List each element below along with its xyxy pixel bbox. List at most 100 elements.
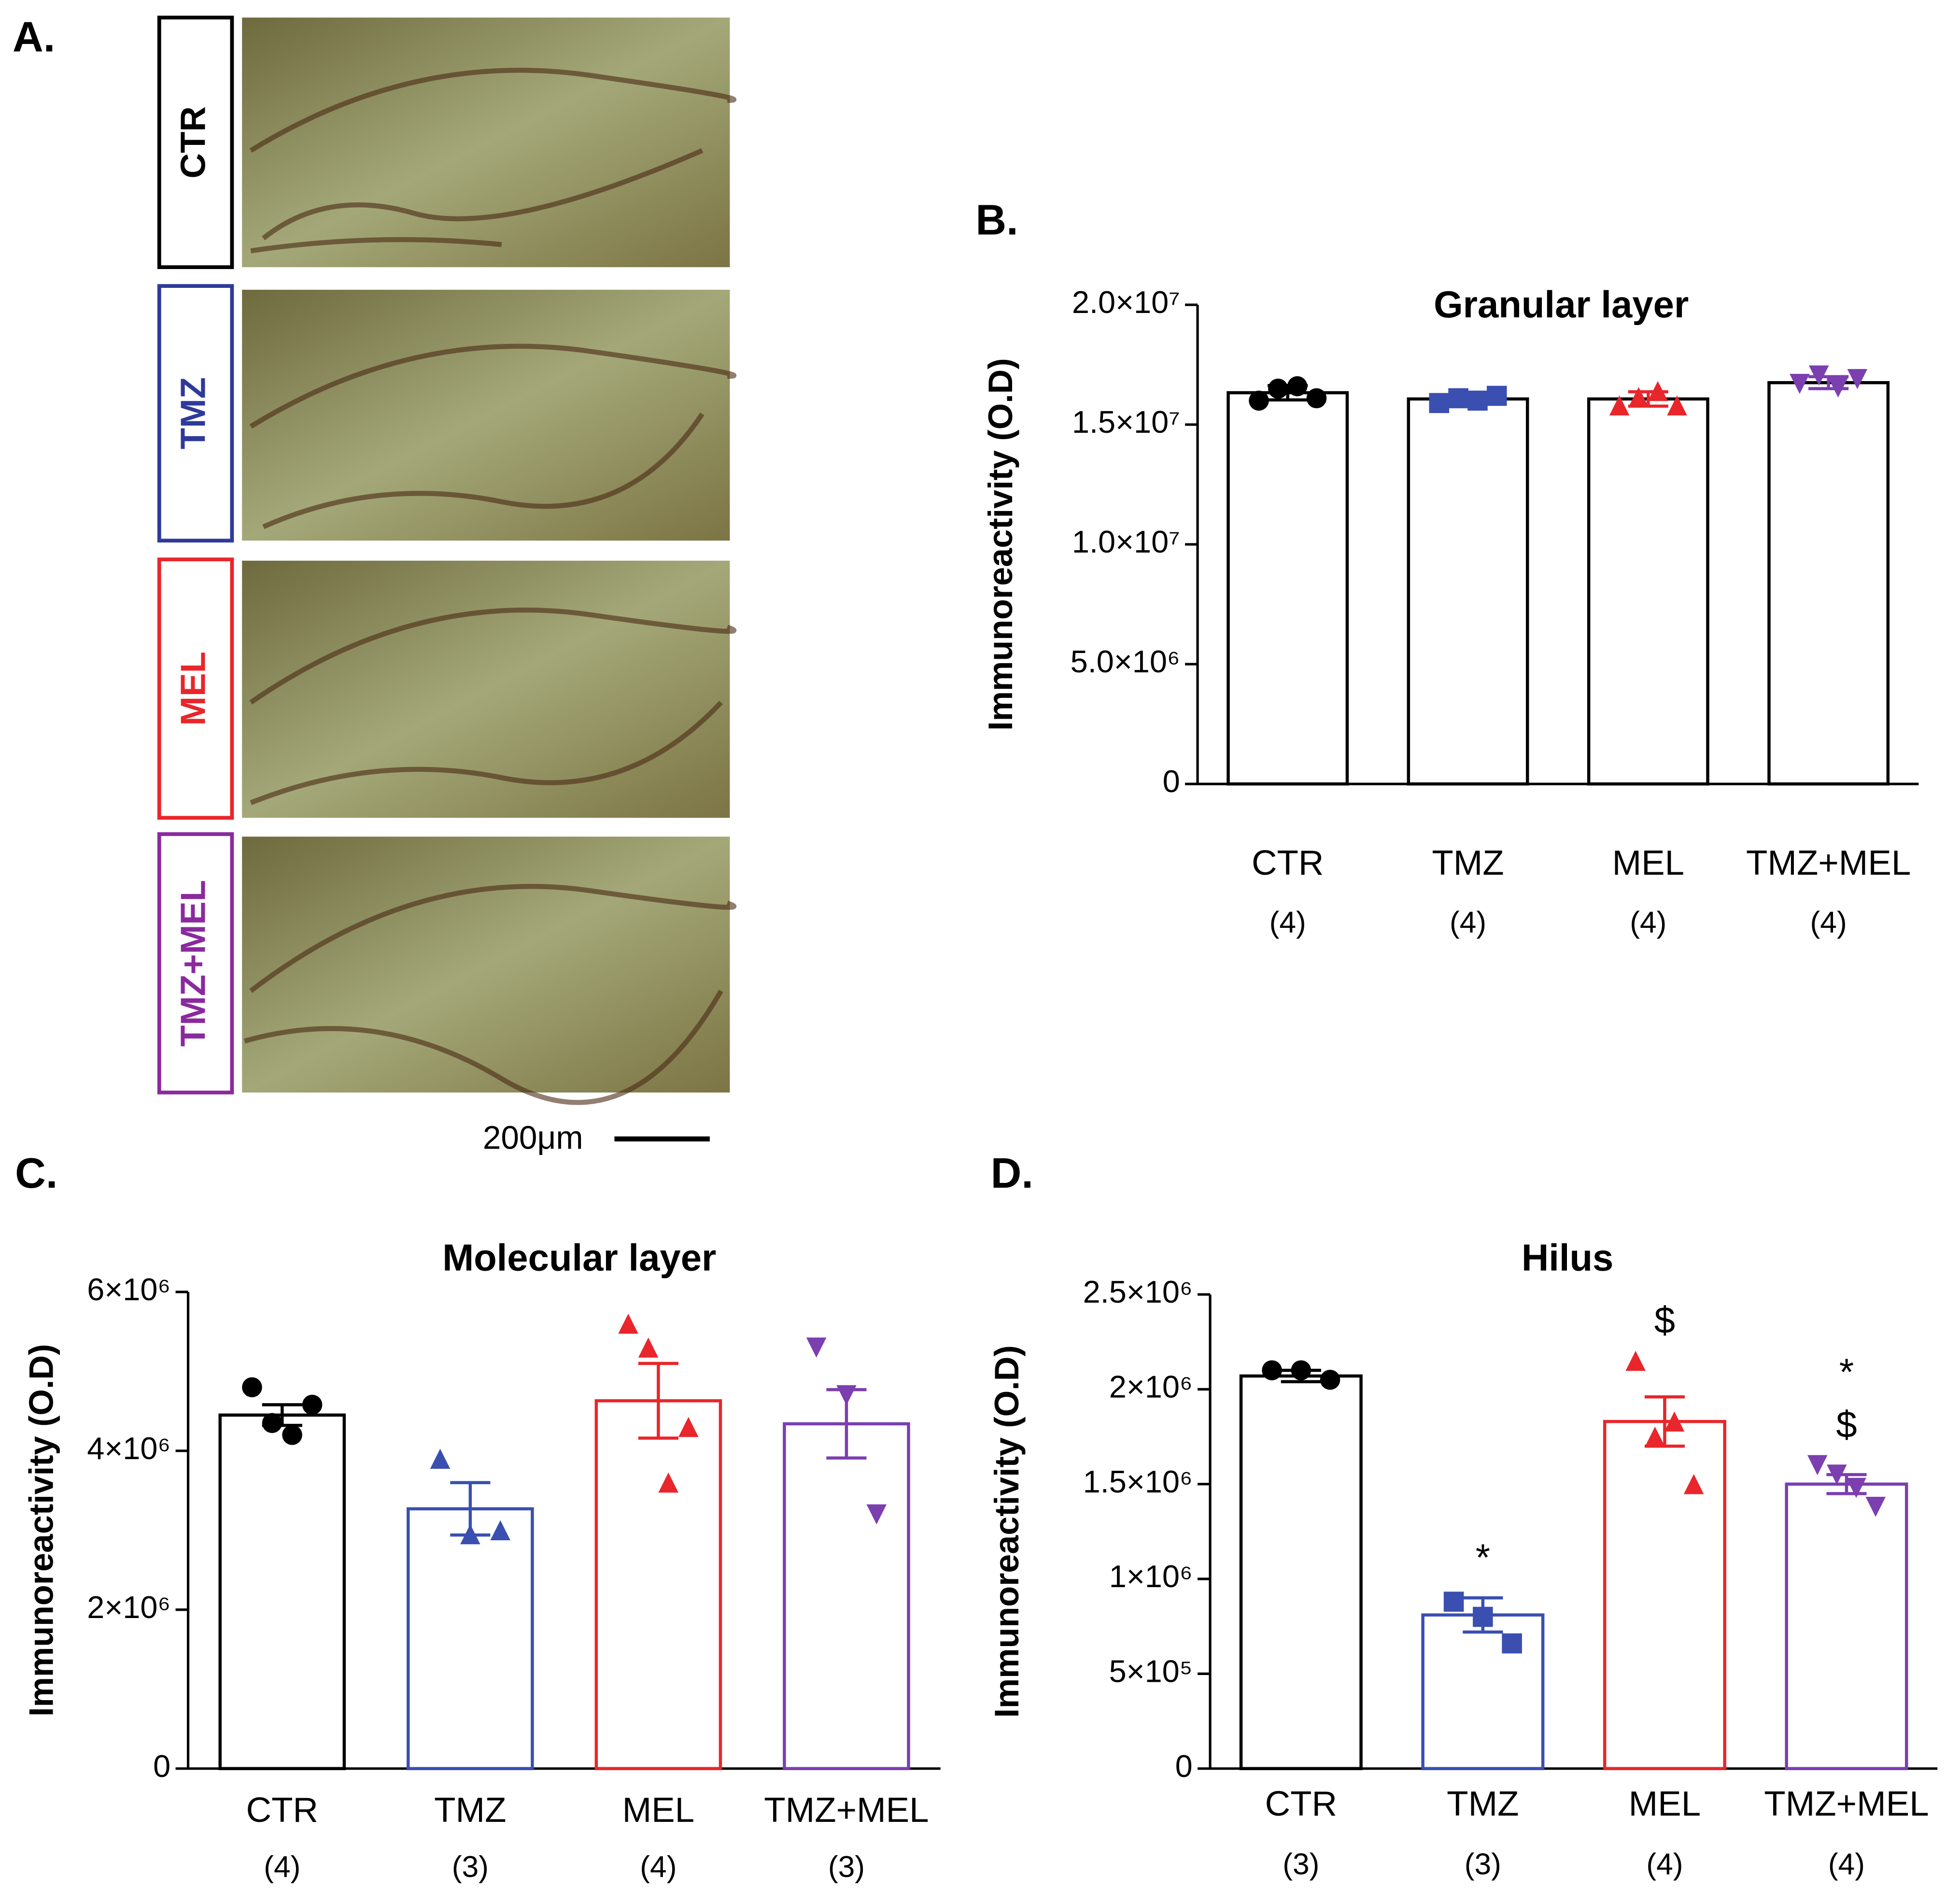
bar <box>1227 391 1349 786</box>
significance-mark: * <box>1476 1536 1490 1578</box>
data-point <box>1467 390 1488 411</box>
data-point <box>1846 1477 1866 1498</box>
data-point <box>1486 385 1507 406</box>
data-point <box>618 1313 638 1334</box>
bar <box>1239 1374 1363 1770</box>
micrograph-panel: 200μm <box>242 17 736 1156</box>
group-label: TMZ <box>173 377 212 449</box>
data-point <box>1291 1360 1311 1380</box>
data-point <box>806 1337 827 1358</box>
n-label: (4) <box>1828 1848 1865 1881</box>
x-tick-label: TMZ+MEL <box>1764 1784 1929 1823</box>
group-label-box <box>157 832 234 1094</box>
data-point <box>1429 393 1450 413</box>
y-axis-label: Immunoreactivity (O.D) <box>988 1345 1026 1718</box>
data-point <box>1268 378 1288 399</box>
data-point <box>490 1520 510 1541</box>
y-tick-label: 5.0×10⁶ <box>1071 644 1180 679</box>
data-point <box>460 1524 480 1545</box>
data-point <box>1262 1360 1282 1380</box>
data-point <box>638 1337 659 1358</box>
data-point <box>836 1385 857 1406</box>
data-point <box>1790 373 1810 394</box>
y-tick-label: 2.5×10⁶ <box>1083 1274 1193 1309</box>
chart-title: Hilus <box>1522 1236 1613 1279</box>
bar <box>1785 1482 1908 1770</box>
n-label: (4) <box>1269 906 1306 939</box>
data-point <box>1648 381 1668 401</box>
chart: Granular layer Immunoreactivity (O.D) 0 5.0… <box>982 283 1919 939</box>
bar <box>218 1413 346 1770</box>
y-tick-label: 6×10⁶ <box>87 1272 170 1307</box>
x-tick-label: MEL <box>622 1790 695 1830</box>
significance-mark: $ <box>1836 1403 1857 1446</box>
x-tick-label: TMZ+MEL <box>1746 843 1911 882</box>
data-point <box>1609 395 1630 416</box>
panel-label: B. <box>975 196 1018 244</box>
data-point <box>430 1449 451 1469</box>
data-point <box>658 1472 678 1493</box>
panel-label: D. <box>991 1149 1033 1197</box>
y-tick-label: 1.5×10⁷ <box>1072 404 1180 440</box>
data-point <box>1645 1426 1665 1447</box>
data-point <box>1502 1633 1522 1654</box>
data-point <box>1865 1497 1886 1517</box>
data-point <box>678 1417 699 1437</box>
data-point <box>1807 1455 1828 1476</box>
y-tick-label: 1.5×10⁶ <box>1083 1464 1193 1499</box>
chart: Hilus Immunoreactivity (O.D) 0 5×10⁵ 1×10⁶ 1.… <box>988 1236 1938 1881</box>
micrograph <box>242 837 730 1093</box>
bar <box>594 1399 722 1770</box>
bar <box>1587 397 1709 786</box>
data-point <box>1828 377 1848 398</box>
x-tick-label: TMZ <box>1432 843 1504 882</box>
n-label: (3) <box>1283 1848 1319 1881</box>
bar <box>1421 1613 1545 1770</box>
x-tick-label: TMZ <box>1447 1784 1519 1823</box>
group-label: MEL <box>173 652 212 725</box>
micrograph <box>242 289 730 541</box>
micrograph <box>242 17 730 268</box>
y-tick-label: 2×10⁶ <box>1109 1369 1193 1405</box>
data-point <box>1320 1369 1340 1390</box>
tissue-layer <box>249 343 736 529</box>
n-label: (4) <box>1810 906 1847 939</box>
n-label: (4) <box>1630 906 1666 939</box>
bar <box>1767 381 1890 786</box>
data-point <box>1664 1411 1685 1432</box>
data-point <box>1808 365 1829 386</box>
n-label: (4) <box>1450 906 1486 939</box>
n-label: (4) <box>264 1850 300 1884</box>
data-point <box>1683 1474 1704 1494</box>
group-label: CTR <box>173 106 212 178</box>
bar <box>407 1507 534 1770</box>
data-point <box>242 1377 262 1397</box>
x-tick-label: MEL <box>1629 1784 1701 1823</box>
x-tick-label: TMZ <box>434 1790 506 1830</box>
y-tick-label: 0 <box>1175 1748 1193 1784</box>
chart-title: Granular layer <box>1434 283 1689 326</box>
x-tick-label: CTR <box>1265 1784 1337 1823</box>
tissue-layer <box>243 884 736 1105</box>
chart: Molecular layer Immunoreactivity (O.D) 0 2×… <box>22 1236 941 1884</box>
group-label-box <box>157 557 234 820</box>
data-point <box>1473 1606 1493 1627</box>
tissue-layer <box>249 68 736 254</box>
chart-title: Molecular layer <box>442 1236 716 1279</box>
x-tick-label: TMZ+MEL <box>764 1790 929 1830</box>
bar <box>783 1422 910 1770</box>
x-tick-label: CTR <box>1252 843 1324 882</box>
y-axis-label: Immunoreactivity (O.D) <box>22 1344 60 1717</box>
micrograph <box>242 560 730 818</box>
data-point <box>1448 388 1468 409</box>
significance-mark: * <box>1839 1350 1854 1393</box>
data-point <box>1625 1350 1646 1371</box>
group-label-box <box>157 284 234 543</box>
y-tick-label: 1×10⁶ <box>1109 1559 1193 1594</box>
y-tick-label: 2×10⁶ <box>87 1590 170 1625</box>
group-label-box <box>157 15 234 270</box>
y-axis-label: Immunoreactivity (O.D) <box>982 358 1019 730</box>
data-point <box>866 1504 887 1525</box>
data-point <box>1847 369 1868 389</box>
